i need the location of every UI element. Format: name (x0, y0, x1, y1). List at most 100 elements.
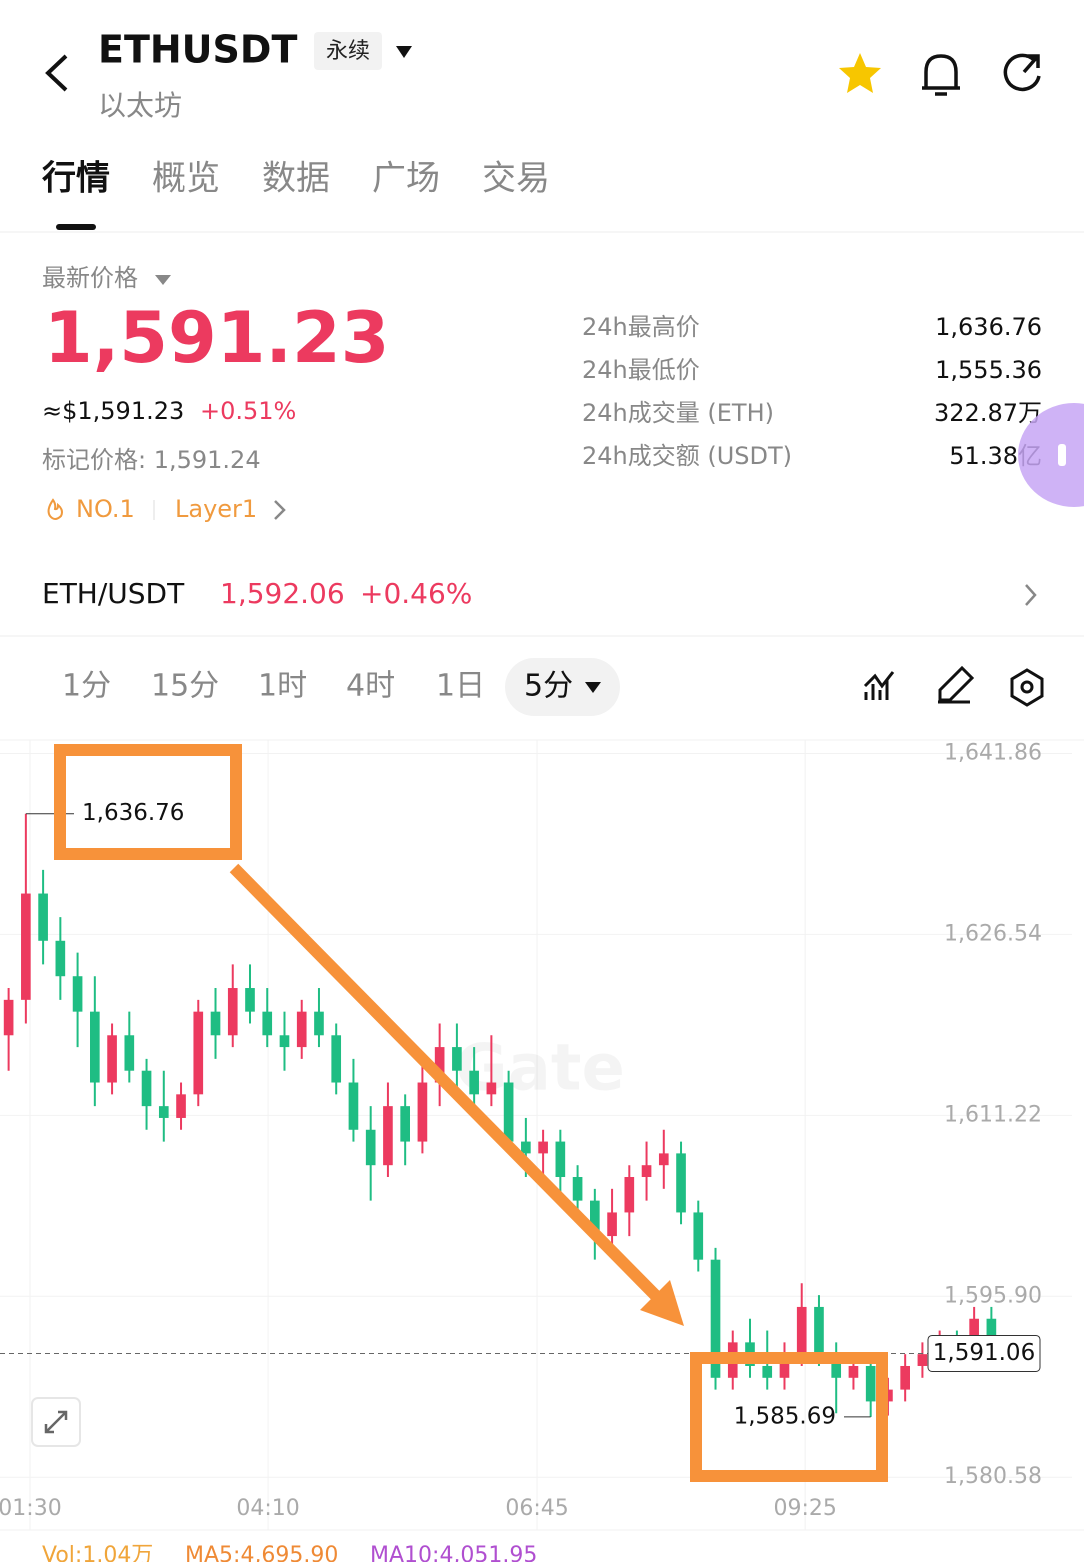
tab[interactable]: 行情 (42, 159, 110, 199)
y-tick-label: 1,611.22 (944, 1102, 1042, 1127)
alert-icon[interactable] (922, 54, 960, 96)
candle-body (538, 1141, 548, 1154)
flame-icon (47, 498, 63, 520)
spot-change: +0.46% (360, 577, 472, 610)
y-tick-label: 1,595.90 (944, 1283, 1042, 1308)
indicator-label: Vol:1.04万 (42, 1543, 153, 1562)
candle-body (503, 1082, 514, 1142)
candle-body (572, 1177, 583, 1201)
usd-price: ≈$1,591.23 (42, 397, 184, 425)
stat-label: 24h最高价 (582, 313, 700, 341)
interval-selected-bg[interactable] (505, 658, 620, 716)
dropdown-icon[interactable] (585, 682, 601, 693)
candle-body (434, 1047, 445, 1083)
candle-body (331, 1035, 342, 1083)
stat-label: 24h成交额 (USDT) (582, 442, 792, 470)
highlight-box (690, 1352, 888, 1482)
rank[interactable]: NO.1 (76, 495, 135, 523)
candle-body (624, 1177, 635, 1213)
candle-body (590, 1200, 600, 1237)
x-tick-label: 06:45 (505, 1496, 568, 1521)
stat-value: 1,636.76 (935, 313, 1042, 341)
floating-button[interactable] (1018, 403, 1084, 507)
interval[interactable]: 4时 (346, 669, 395, 704)
candle-body (762, 1365, 773, 1378)
dropdown-icon[interactable] (155, 275, 171, 285)
tab[interactable]: 数据 (262, 159, 330, 199)
candle-body (796, 1306, 807, 1355)
share-icon[interactable] (1003, 53, 1041, 92)
candle-body (38, 893, 48, 941)
arrow (229, 863, 665, 1305)
indicator-label: MA5:4,695.90 (185, 1543, 338, 1562)
x-tick-label: 04:10 (236, 1496, 299, 1521)
candle-body (72, 976, 83, 1012)
candle-body (641, 1165, 652, 1178)
favorite-icon[interactable] (839, 53, 881, 93)
interval[interactable]: 1分 (62, 669, 111, 704)
interval[interactable]: 1日 (436, 669, 485, 704)
tag[interactable]: 永续 (326, 39, 370, 64)
tab[interactable]: 广场 (372, 159, 440, 199)
draw-icon[interactable] (938, 665, 975, 704)
candle-body (141, 1070, 152, 1107)
candle-body (693, 1212, 704, 1260)
y-tick-label: 1,626.54 (944, 921, 1042, 946)
candle-body (296, 1011, 307, 1048)
candle-body (245, 988, 255, 1012)
candle-body (21, 893, 31, 1000)
candle-body (227, 988, 238, 1036)
tab-indicator (56, 224, 96, 230)
sector[interactable]: Layer1 (175, 495, 257, 523)
chevron[interactable] (274, 500, 286, 520)
candle-body (555, 1141, 566, 1178)
low-label: 1,585.69 (734, 1403, 836, 1429)
last-price-box (927, 1334, 1041, 1372)
y-tick-label: 1,580.58 (944, 1464, 1042, 1489)
interval-selected[interactable]: 5分 (524, 669, 573, 704)
candle-body (400, 1106, 410, 1142)
last-price: 1,591.23 (44, 297, 389, 379)
candle-body (107, 1035, 117, 1083)
back-button[interactable] (45, 54, 68, 92)
watermark: Gate (455, 1032, 625, 1106)
tag-bg[interactable] (314, 32, 382, 70)
candle-body (848, 1365, 859, 1378)
tab[interactable]: 概览 (152, 159, 220, 199)
candle-body (900, 1365, 910, 1390)
candle-body (452, 1047, 462, 1071)
candle-body (90, 1011, 100, 1083)
price-caption[interactable]: 最新价格 (42, 264, 138, 292)
spot-pair[interactable]: ETH/USDT (42, 577, 185, 610)
last-price-label: 1,591.06 (933, 1340, 1035, 1366)
candle-body (814, 1306, 824, 1355)
chevron[interactable] (1025, 584, 1037, 606)
stat-value: 1,555.36 (935, 356, 1042, 384)
settings-icon-dot (1020, 680, 1034, 694)
stat-label: 24h最低价 (582, 356, 700, 384)
candle-body (486, 1082, 497, 1095)
candle-body (193, 1011, 204, 1095)
settings-icon[interactable] (1010, 668, 1044, 707)
arrow-head (640, 1280, 684, 1326)
candle-body (124, 1035, 135, 1071)
interval[interactable]: 1时 (258, 669, 307, 704)
candle-body (3, 999, 14, 1036)
dropdown-icon[interactable] (396, 46, 412, 58)
high-label: 1,636.76 (82, 800, 184, 826)
interval[interactable]: 15分 (151, 669, 219, 704)
candle-body (262, 1011, 273, 1036)
candle-body (383, 1106, 393, 1166)
price-change: +0.51% (200, 397, 296, 425)
indicator-icon[interactable] (863, 671, 895, 700)
indicator-label: MA10:4,051.95 (370, 1543, 537, 1562)
candle-body (779, 1354, 790, 1378)
expand-icon (44, 1410, 68, 1434)
candle-body (158, 1106, 169, 1118)
candle-body (865, 1365, 876, 1402)
tab[interactable]: 交易 (482, 159, 550, 199)
candle-body (831, 1354, 842, 1378)
floating-icon (1058, 444, 1066, 466)
candle-body (176, 1094, 186, 1118)
